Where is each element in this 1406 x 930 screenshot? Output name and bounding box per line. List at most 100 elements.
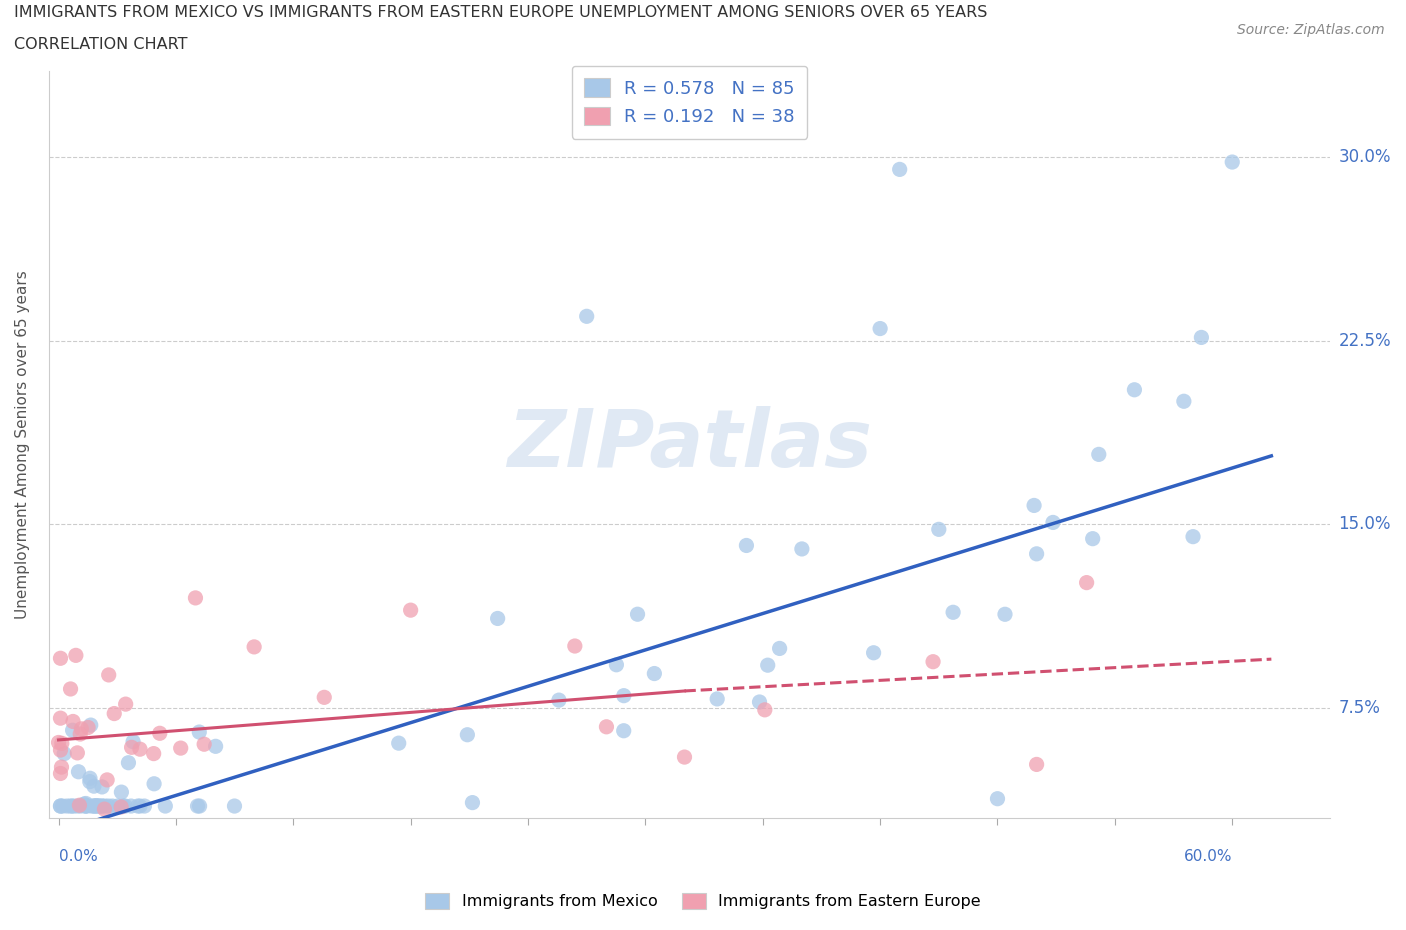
Point — [790, 541, 813, 556]
Point — [60, 799, 83, 814]
Point — [613, 724, 636, 738]
Point — [188, 799, 211, 814]
Point — [91, 799, 114, 814]
Point — [155, 799, 177, 814]
Point — [77, 720, 100, 735]
Point — [1025, 547, 1047, 562]
Point — [399, 603, 422, 618]
Point — [1123, 382, 1146, 397]
Point — [49, 743, 72, 758]
Point — [69, 799, 91, 814]
Point — [184, 591, 207, 605]
Point — [149, 725, 172, 740]
Point — [748, 695, 770, 710]
Point — [97, 668, 120, 683]
Point — [49, 799, 72, 814]
Point — [1189, 330, 1212, 345]
Point — [626, 606, 648, 621]
Text: 15.0%: 15.0% — [1339, 515, 1391, 534]
Point — [94, 799, 117, 814]
Point — [51, 799, 73, 814]
Point — [613, 688, 636, 703]
Point — [486, 611, 509, 626]
Point — [101, 799, 124, 814]
Point — [942, 604, 965, 619]
Point — [70, 722, 93, 737]
Point — [49, 799, 72, 814]
Point — [143, 777, 166, 791]
Point — [114, 799, 136, 814]
Point — [59, 799, 82, 814]
Legend: R = 0.578   N = 85, R = 0.192   N = 38: R = 0.578 N = 85, R = 0.192 N = 38 — [572, 65, 807, 139]
Point — [83, 799, 105, 814]
Point — [204, 738, 226, 753]
Point — [862, 645, 884, 660]
Point — [1025, 757, 1047, 772]
Point — [86, 798, 108, 813]
Point — [83, 778, 105, 793]
Text: Source: ZipAtlas.com: Source: ZipAtlas.com — [1237, 23, 1385, 37]
Point — [49, 766, 72, 781]
Point — [87, 799, 110, 814]
Point — [134, 799, 156, 814]
Legend: Immigrants from Mexico, Immigrants from Eastern Europe: Immigrants from Mexico, Immigrants from … — [418, 884, 988, 917]
Text: 0.0%: 0.0% — [59, 849, 97, 864]
Point — [188, 724, 211, 739]
Point — [62, 723, 84, 737]
Text: 7.5%: 7.5% — [1339, 699, 1381, 717]
Point — [1173, 393, 1195, 408]
Point — [79, 774, 101, 789]
Point — [103, 706, 125, 721]
Point — [63, 799, 86, 814]
Point — [461, 795, 484, 810]
Point — [994, 607, 1017, 622]
Point — [388, 736, 411, 751]
Point — [643, 666, 665, 681]
Point — [595, 720, 617, 735]
Point — [97, 799, 120, 814]
Point — [928, 522, 950, 537]
Point — [110, 785, 132, 800]
Point — [91, 799, 114, 814]
Point — [1076, 575, 1098, 590]
Point — [56, 799, 79, 814]
Point — [1182, 529, 1205, 544]
Point — [67, 798, 90, 813]
Point — [922, 655, 945, 670]
Point — [1081, 531, 1104, 546]
Point — [53, 746, 76, 761]
Point — [224, 799, 246, 814]
Point — [129, 742, 152, 757]
Point — [869, 321, 891, 336]
Point — [314, 690, 336, 705]
Point — [456, 727, 478, 742]
Point — [66, 799, 89, 814]
Point — [112, 799, 135, 814]
Point — [243, 640, 266, 655]
Point — [51, 760, 73, 775]
Point — [127, 799, 149, 814]
Point — [735, 538, 758, 553]
Point — [49, 651, 72, 666]
Point — [80, 799, 103, 814]
Text: IMMIGRANTS FROM MEXICO VS IMMIGRANTS FROM EASTERN EUROPE UNEMPLOYMENT AMONG SENI: IMMIGRANTS FROM MEXICO VS IMMIGRANTS FRO… — [14, 5, 987, 20]
Point — [605, 658, 627, 672]
Point — [142, 746, 165, 761]
Point — [121, 740, 143, 755]
Point — [83, 799, 105, 814]
Point — [170, 740, 193, 755]
Point — [110, 800, 132, 815]
Point — [75, 799, 97, 814]
Point — [187, 799, 209, 814]
Point — [93, 802, 115, 817]
Point — [120, 799, 142, 814]
Point — [1220, 154, 1243, 169]
Point — [73, 797, 96, 812]
Point — [129, 799, 152, 814]
Point — [75, 796, 97, 811]
Point — [673, 750, 696, 764]
Point — [66, 746, 89, 761]
Text: ZIPatlas: ZIPatlas — [508, 405, 872, 484]
Text: 22.5%: 22.5% — [1339, 332, 1391, 350]
Point — [548, 693, 571, 708]
